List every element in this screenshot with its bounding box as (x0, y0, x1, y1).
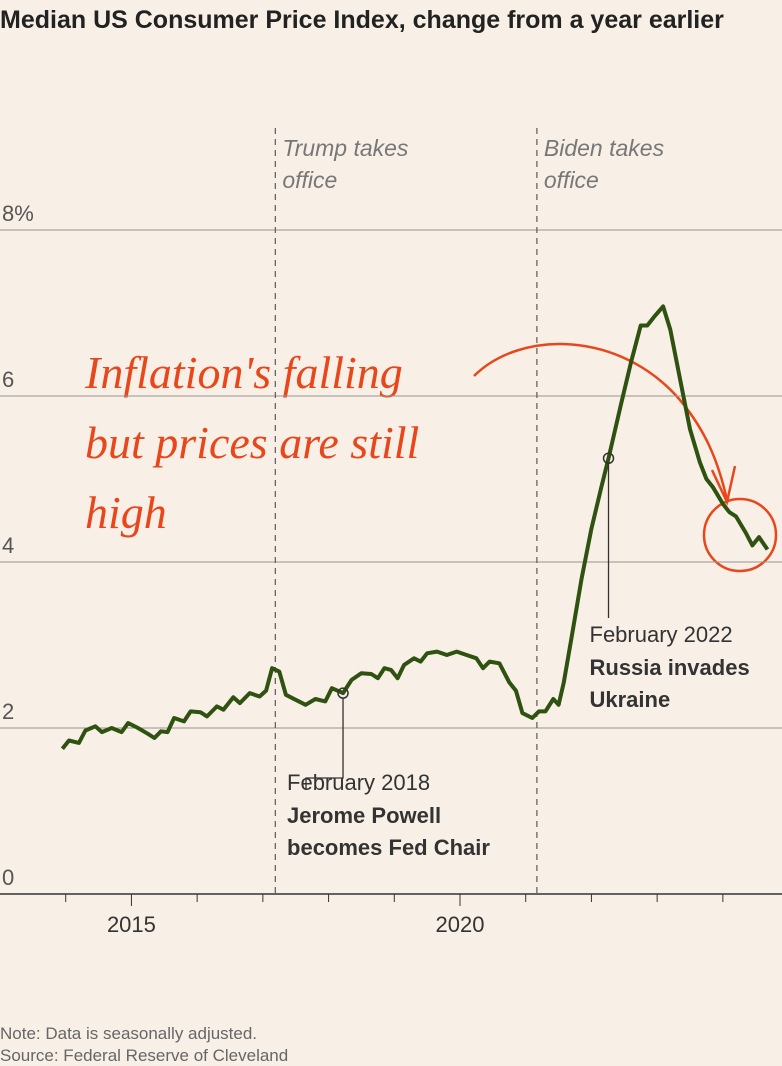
event-text: Russia invades (590, 655, 750, 680)
event-text: Jerome Powell (287, 803, 441, 828)
leader-line (305, 698, 344, 790)
hand-arrow (473, 342, 729, 501)
handwritten-note: Inflation's falling (84, 347, 403, 398)
y-tick-label: 8% (2, 201, 34, 226)
hand-circle (702, 497, 778, 573)
x-tick-label: 2015 (107, 912, 156, 937)
period-label: office (544, 167, 599, 193)
page: {"chart_data": { "type": "line", "title"… (0, 6, 782, 1065)
event-marker (602, 452, 615, 464)
period-label: Biden takes (544, 135, 665, 161)
data-line (60, 304, 770, 751)
event-date: February 2022 (590, 622, 733, 647)
period-label: office (282, 167, 337, 193)
period-label: Trump takes (282, 135, 409, 161)
y-tick-label: 6 (2, 367, 14, 392)
source: Source: Federal Reserve of Cleveland (0, 1046, 289, 1065)
note: Note: Data is seasonally adjusted. (0, 1024, 258, 1043)
event-text: becomes Fed Chair (287, 835, 490, 860)
y-tick-label: 2 (2, 699, 14, 724)
event-date: February 2018 (287, 770, 430, 795)
handwritten-note: high (85, 487, 167, 538)
y-tick-label: 4 (2, 533, 14, 558)
hand-annotation: Inflation's falling but prices are still h… (84, 342, 778, 573)
x-tick-label: 2020 (436, 912, 485, 937)
y-tick-label: 0 (2, 865, 14, 890)
chart: Inflation's falling but prices are still h… (0, 128, 782, 937)
event-marker (337, 687, 349, 699)
handwritten-note: but prices are still (85, 417, 419, 468)
event-text: Ukraine (590, 687, 671, 712)
chart-title: Median US Consumer Price Index, change f… (0, 6, 724, 34)
